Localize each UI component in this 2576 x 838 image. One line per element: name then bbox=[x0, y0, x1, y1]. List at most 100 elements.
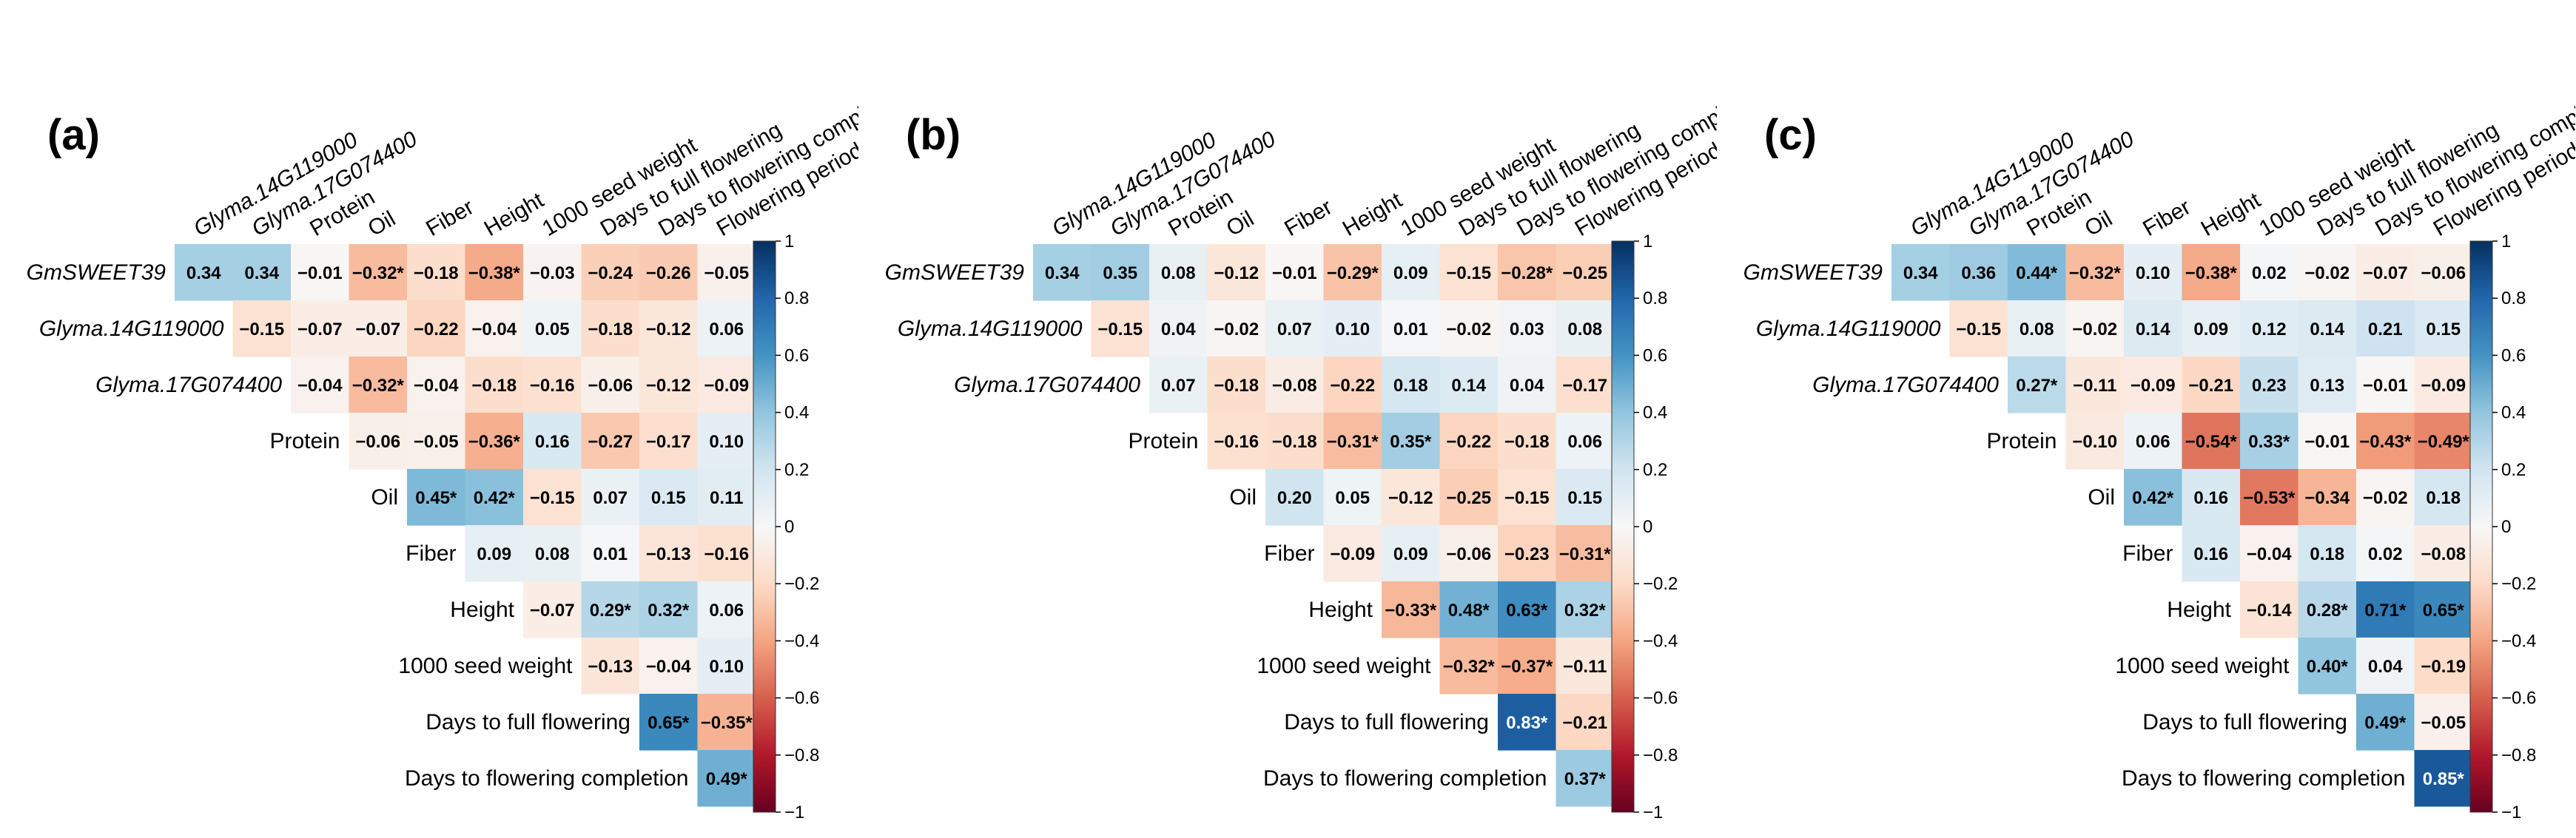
cell-value-label: 0.14 bbox=[2310, 320, 2344, 339]
cell-value-label: −0.31* bbox=[1327, 432, 1379, 452]
cell-value-label: 0.16 bbox=[535, 432, 570, 452]
panel-label-b: (b) bbox=[906, 111, 961, 159]
cell-value-label: −0.06 bbox=[355, 432, 400, 452]
cell-value-label: −0.31* bbox=[1559, 544, 1612, 564]
colorbar-tick-label: 0.2 bbox=[784, 460, 809, 480]
cell-value-label: 0.32* bbox=[648, 601, 690, 621]
heatmap-cell bbox=[1323, 300, 1382, 357]
heatmap-cell bbox=[2356, 581, 2415, 638]
cell-value-label: 0.04 bbox=[1510, 376, 1544, 396]
heatmap-cell bbox=[1091, 244, 1150, 301]
heatmap-cell bbox=[2414, 525, 2473, 582]
cell-value-label: 0.16 bbox=[2193, 488, 2228, 508]
cell-value-label: 0.28* bbox=[2307, 601, 2349, 621]
row-label: Fiber bbox=[406, 541, 456, 566]
heatmap-cell bbox=[291, 300, 350, 357]
heatmap-svg-b: (b) 0.34 0.35 0.08 −0.12 −0.01 −0.29* 0.09 −0.15… bbox=[885, 78, 1717, 822]
cell-value-label: −0.16 bbox=[704, 544, 749, 564]
heatmap-cell bbox=[1498, 525, 1557, 582]
heatmap-cell bbox=[349, 300, 408, 357]
cell-value-label: −0.21 bbox=[2188, 376, 2233, 396]
row-label: 1000 seed weight bbox=[398, 654, 573, 678]
heatmap-cell bbox=[1149, 357, 1208, 413]
cell-value-label: 0.15 bbox=[2426, 320, 2461, 339]
heatmap-cell bbox=[1207, 244, 1266, 301]
heatmap-cell bbox=[581, 244, 640, 301]
cell-value-label: −0.35* bbox=[701, 713, 753, 733]
heatmap-cell bbox=[407, 357, 466, 413]
colorbar-tick-label: −0.2 bbox=[2501, 574, 2536, 594]
heatmap-cell bbox=[291, 244, 350, 301]
heatmap-cell bbox=[639, 413, 699, 470]
cell-value-label: 0.16 bbox=[2193, 544, 2228, 564]
heatmap-cell bbox=[697, 750, 756, 807]
heatmap-cell bbox=[2414, 469, 2473, 526]
cell-value-label: 0.34 bbox=[1903, 263, 1938, 283]
cell-value-label: −0.07 bbox=[355, 320, 400, 339]
row-label: Protein bbox=[1128, 429, 1198, 453]
cell-value-label: −0.18 bbox=[588, 320, 633, 339]
cell-value-label: −0.09 bbox=[2131, 376, 2176, 396]
heatmap-cell bbox=[1556, 638, 1615, 695]
heatmap-cell bbox=[2414, 300, 2473, 357]
cell-value-label: 0.04 bbox=[1161, 320, 1196, 339]
cell-value-label: −0.11 bbox=[2073, 376, 2116, 396]
column-label: Fiber bbox=[2139, 195, 2195, 241]
column-label: Fiber bbox=[1280, 195, 1336, 241]
cell-value-label: 0.04 bbox=[2368, 657, 2403, 677]
colorbar-tick-label: −0.8 bbox=[1643, 746, 1678, 766]
cell-value-label: −0.09 bbox=[1330, 544, 1375, 564]
column-label: Oil bbox=[364, 206, 400, 241]
cell-value-label: −0.14 bbox=[2247, 601, 2292, 621]
colorbar-tick-label: −0.6 bbox=[1643, 689, 1678, 709]
heatmap-cell bbox=[639, 300, 699, 357]
cell-value-label: −0.02 bbox=[2072, 320, 2117, 339]
colorbar bbox=[1611, 240, 1635, 813]
cell-value-label: 0.15 bbox=[651, 488, 686, 508]
heatmap-cell bbox=[2008, 357, 2067, 413]
heatmap-panel-b: (b) 0.34 0.35 0.08 −0.12 −0.01 −0.29* 0.09 −0.15… bbox=[858, 0, 1717, 838]
heatmap-cell bbox=[2240, 469, 2299, 526]
heatmap-cell bbox=[2298, 581, 2357, 638]
cell-value-label: −0.25 bbox=[1446, 488, 1491, 508]
cell-value-label: −0.10 bbox=[2072, 432, 2117, 452]
row-label: Height bbox=[1308, 598, 1373, 622]
cell-value-label: −0.38* bbox=[2185, 263, 2238, 283]
heatmap-cell bbox=[2008, 244, 2067, 301]
colorbar-tick-label: −0.6 bbox=[784, 689, 819, 709]
row-label: GmSWEET39 bbox=[27, 260, 167, 285]
cell-value-label: 0.34 bbox=[186, 263, 221, 283]
heatmap-cell bbox=[1207, 413, 1266, 470]
heatmap-cell bbox=[2356, 244, 2415, 301]
cell-value-label: −0.53* bbox=[2243, 488, 2296, 508]
column-label: Oil bbox=[1223, 206, 1258, 241]
heatmap-cell bbox=[1949, 244, 2008, 301]
cell-value-label: 0.48* bbox=[1448, 601, 1490, 621]
cell-value-label: −0.18 bbox=[471, 376, 517, 396]
cell-value-label: −0.34 bbox=[2304, 488, 2350, 508]
heatmap-cell bbox=[1323, 244, 1382, 301]
heatmap-cell bbox=[1265, 469, 1325, 526]
heatmap-cell bbox=[2124, 300, 2183, 357]
heatmap-cell bbox=[465, 300, 524, 357]
cell-value-label: −0.23 bbox=[1504, 544, 1550, 564]
colorbar-tick-label: 0.2 bbox=[2501, 460, 2526, 480]
cell-value-label: 0.85* bbox=[2423, 769, 2465, 789]
heatmap-cell bbox=[523, 357, 582, 413]
heatmap-cell bbox=[581, 581, 640, 638]
heatmap-cell bbox=[1149, 300, 1208, 357]
cell-value-label: 0.06 bbox=[709, 320, 744, 339]
heatmap-cell bbox=[407, 413, 466, 470]
cell-value-label: −0.07 bbox=[297, 320, 343, 339]
heatmap-cell bbox=[2414, 638, 2473, 695]
heatmap-cell bbox=[465, 469, 524, 526]
cell-value-label: 0.83* bbox=[1506, 713, 1548, 733]
cell-value-label: −0.18 bbox=[414, 263, 459, 283]
cell-value-label: −0.38* bbox=[468, 263, 521, 283]
cell-value-label: −0.16 bbox=[530, 376, 575, 396]
heatmap-cell bbox=[1207, 357, 1266, 413]
heatmap-cell bbox=[1556, 525, 1615, 582]
row-label: Fiber bbox=[2122, 541, 2173, 566]
heatmap-cell bbox=[465, 525, 524, 582]
cell-value-label: 0.36 bbox=[1961, 263, 1996, 283]
